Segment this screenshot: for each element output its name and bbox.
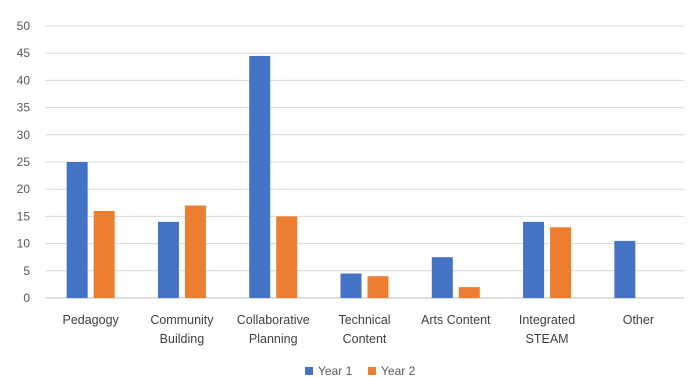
y-tick-label: 5	[23, 264, 30, 278]
y-tick-label: 20	[17, 182, 31, 196]
category-label: Community	[150, 313, 214, 327]
bar-year-1	[431, 257, 453, 298]
category-label: Collaborative	[237, 313, 310, 327]
gridlines	[45, 25, 684, 299]
bars	[66, 55, 636, 298]
category-label: Content	[343, 332, 387, 346]
category-label: Pedagogy	[62, 313, 119, 327]
y-tick-label: 35	[17, 101, 31, 115]
bar-year-1	[249, 55, 271, 298]
bar-year-2	[93, 210, 115, 298]
legend-label: Year 2	[381, 364, 416, 377]
y-tick-label: 30	[17, 128, 31, 142]
legend-swatch	[368, 367, 376, 375]
category-label: Integrated	[519, 313, 575, 327]
bar-year-2	[458, 287, 480, 298]
category-label: Planning	[249, 332, 298, 346]
y-tick-label: 50	[17, 19, 31, 33]
y-tick-label: 15	[17, 209, 31, 223]
legend-swatch	[305, 367, 313, 375]
bar-year-1	[523, 221, 545, 298]
bar-year-1	[614, 240, 636, 298]
y-tick-label: 45	[17, 46, 31, 60]
bar-year-2	[276, 216, 298, 298]
bar-year-1	[340, 273, 362, 298]
bar-year-2	[367, 276, 389, 298]
category-label: Other	[623, 313, 654, 327]
x-axis-category-labels: Pedagogy Community Building Collaborative Pl…	[62, 313, 654, 346]
y-tick-label: 40	[17, 73, 31, 87]
bar-year-2	[184, 205, 206, 298]
y-tick-label: 10	[17, 237, 31, 251]
category-label: Technical	[338, 313, 390, 327]
category-label: STEAM	[526, 332, 569, 346]
y-tick-label: 0	[23, 291, 30, 305]
bar-year-2	[550, 227, 572, 298]
legend-label: Year 1	[318, 364, 353, 377]
bar-year-1	[157, 221, 179, 298]
category-label: Arts Content	[421, 313, 491, 327]
bar-year-1	[66, 162, 88, 298]
y-axis-tick-labels: 0 5 10 15 20 25 30 35 40 45 50	[17, 19, 31, 305]
y-tick-label: 25	[17, 155, 31, 169]
legend: Year 1 Year 2	[305, 364, 416, 377]
category-label: Building	[160, 332, 205, 346]
